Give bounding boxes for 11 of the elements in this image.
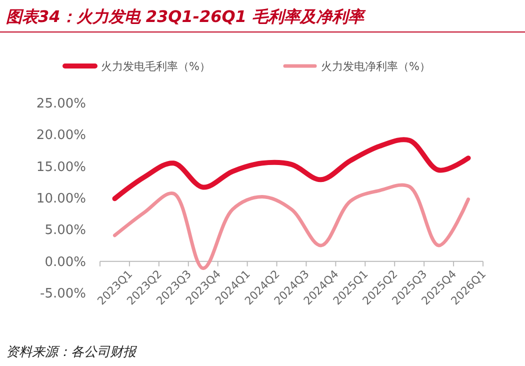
y-tick-label: 15.00%	[36, 160, 86, 175]
y-tick-label: 10.00%	[36, 192, 86, 207]
y-tick-label: 20.00%	[36, 128, 86, 144]
legend-label: 火力发电净利率（%）	[321, 60, 430, 73]
y-tick-label: 0.00%	[44, 254, 86, 270]
chart-title: 图表34：火力发电 23Q1-26Q1 毛利率及净利率	[6, 7, 366, 26]
y-tick-label: -5.00%	[40, 286, 86, 302]
y-tick-label: 5.00%	[44, 223, 86, 238]
legend-label: 火力发电毛利率（%）	[101, 60, 210, 73]
text: 资料来源：各公司财报	[6, 345, 138, 360]
y-tick-label: 25.00%	[36, 96, 86, 112]
